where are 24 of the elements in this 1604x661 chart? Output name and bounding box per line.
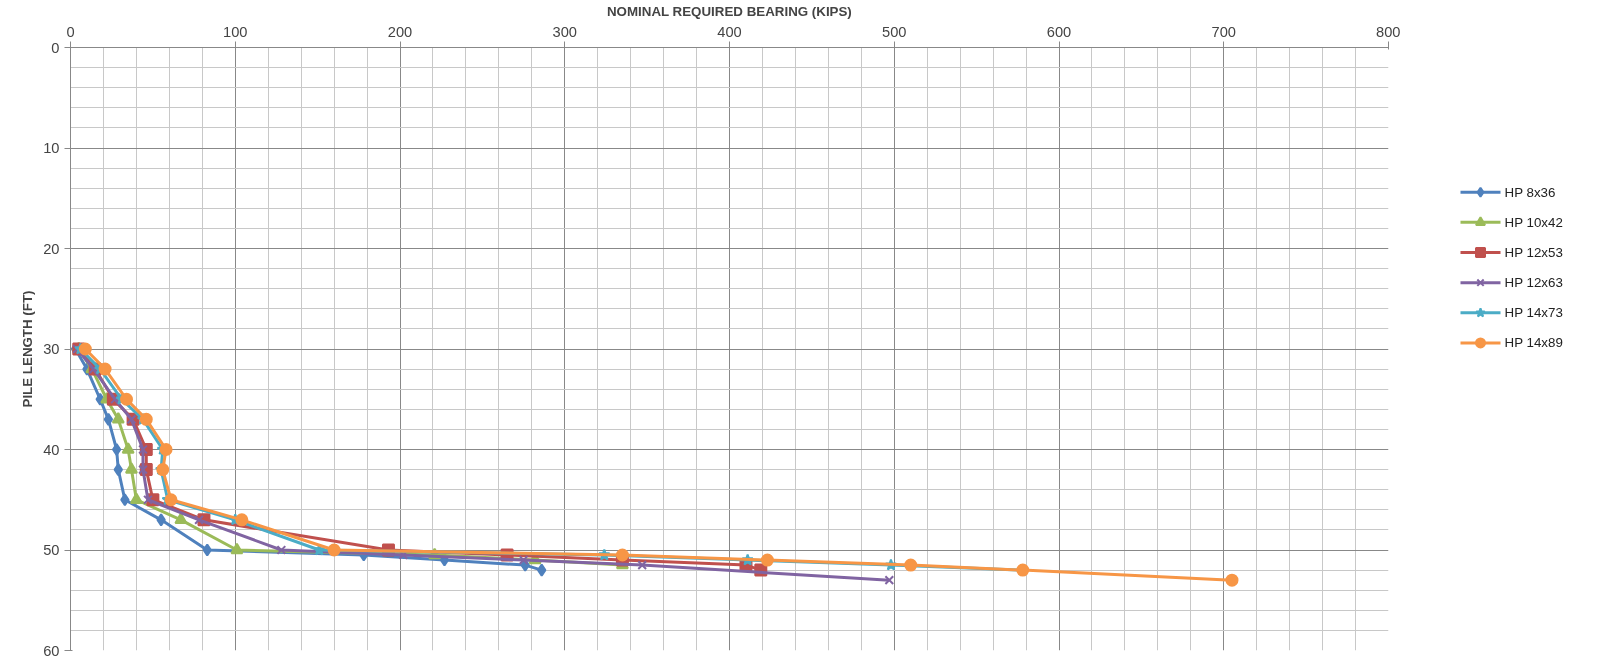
legend-label: HP 14x73 [1504, 305, 1563, 321]
y-tick-label: 20 [43, 240, 60, 257]
y-tick-label: 60 [43, 642, 60, 659]
x-tick-label: 600 [1046, 23, 1072, 40]
x-tick-label: 400 [717, 23, 742, 40]
x-axis-title: NOMINAL REQUIRED BEARING (KIPS) [606, 3, 852, 19]
legend-label: HP 8x36 [1504, 184, 1556, 200]
x-tick-label: 200 [387, 23, 413, 40]
y-axis-title: PILE LENGTH (FT) [20, 290, 36, 408]
x-tick-label: 100 [223, 23, 248, 40]
x-tick-label: 500 [882, 23, 907, 40]
y-tick-label: 40 [43, 441, 60, 458]
y-tick-label: 10 [43, 140, 60, 156]
y-tick-label: 0 [51, 39, 60, 56]
y-tick-label: 30 [43, 341, 60, 357]
x-tick-label: 800 [1376, 23, 1401, 40]
x-tick-label: 300 [552, 23, 577, 40]
legend-label: HP 14x89 [1504, 335, 1563, 351]
y-tick-label: 50 [43, 542, 60, 558]
legend-label: HP 12x53 [1504, 245, 1563, 261]
x-tick-label: 700 [1211, 23, 1236, 40]
legend-label: HP 10x42 [1504, 214, 1563, 230]
x-tick-label: 0 [66, 23, 75, 40]
legend-label: HP 12x63 [1504, 275, 1563, 291]
